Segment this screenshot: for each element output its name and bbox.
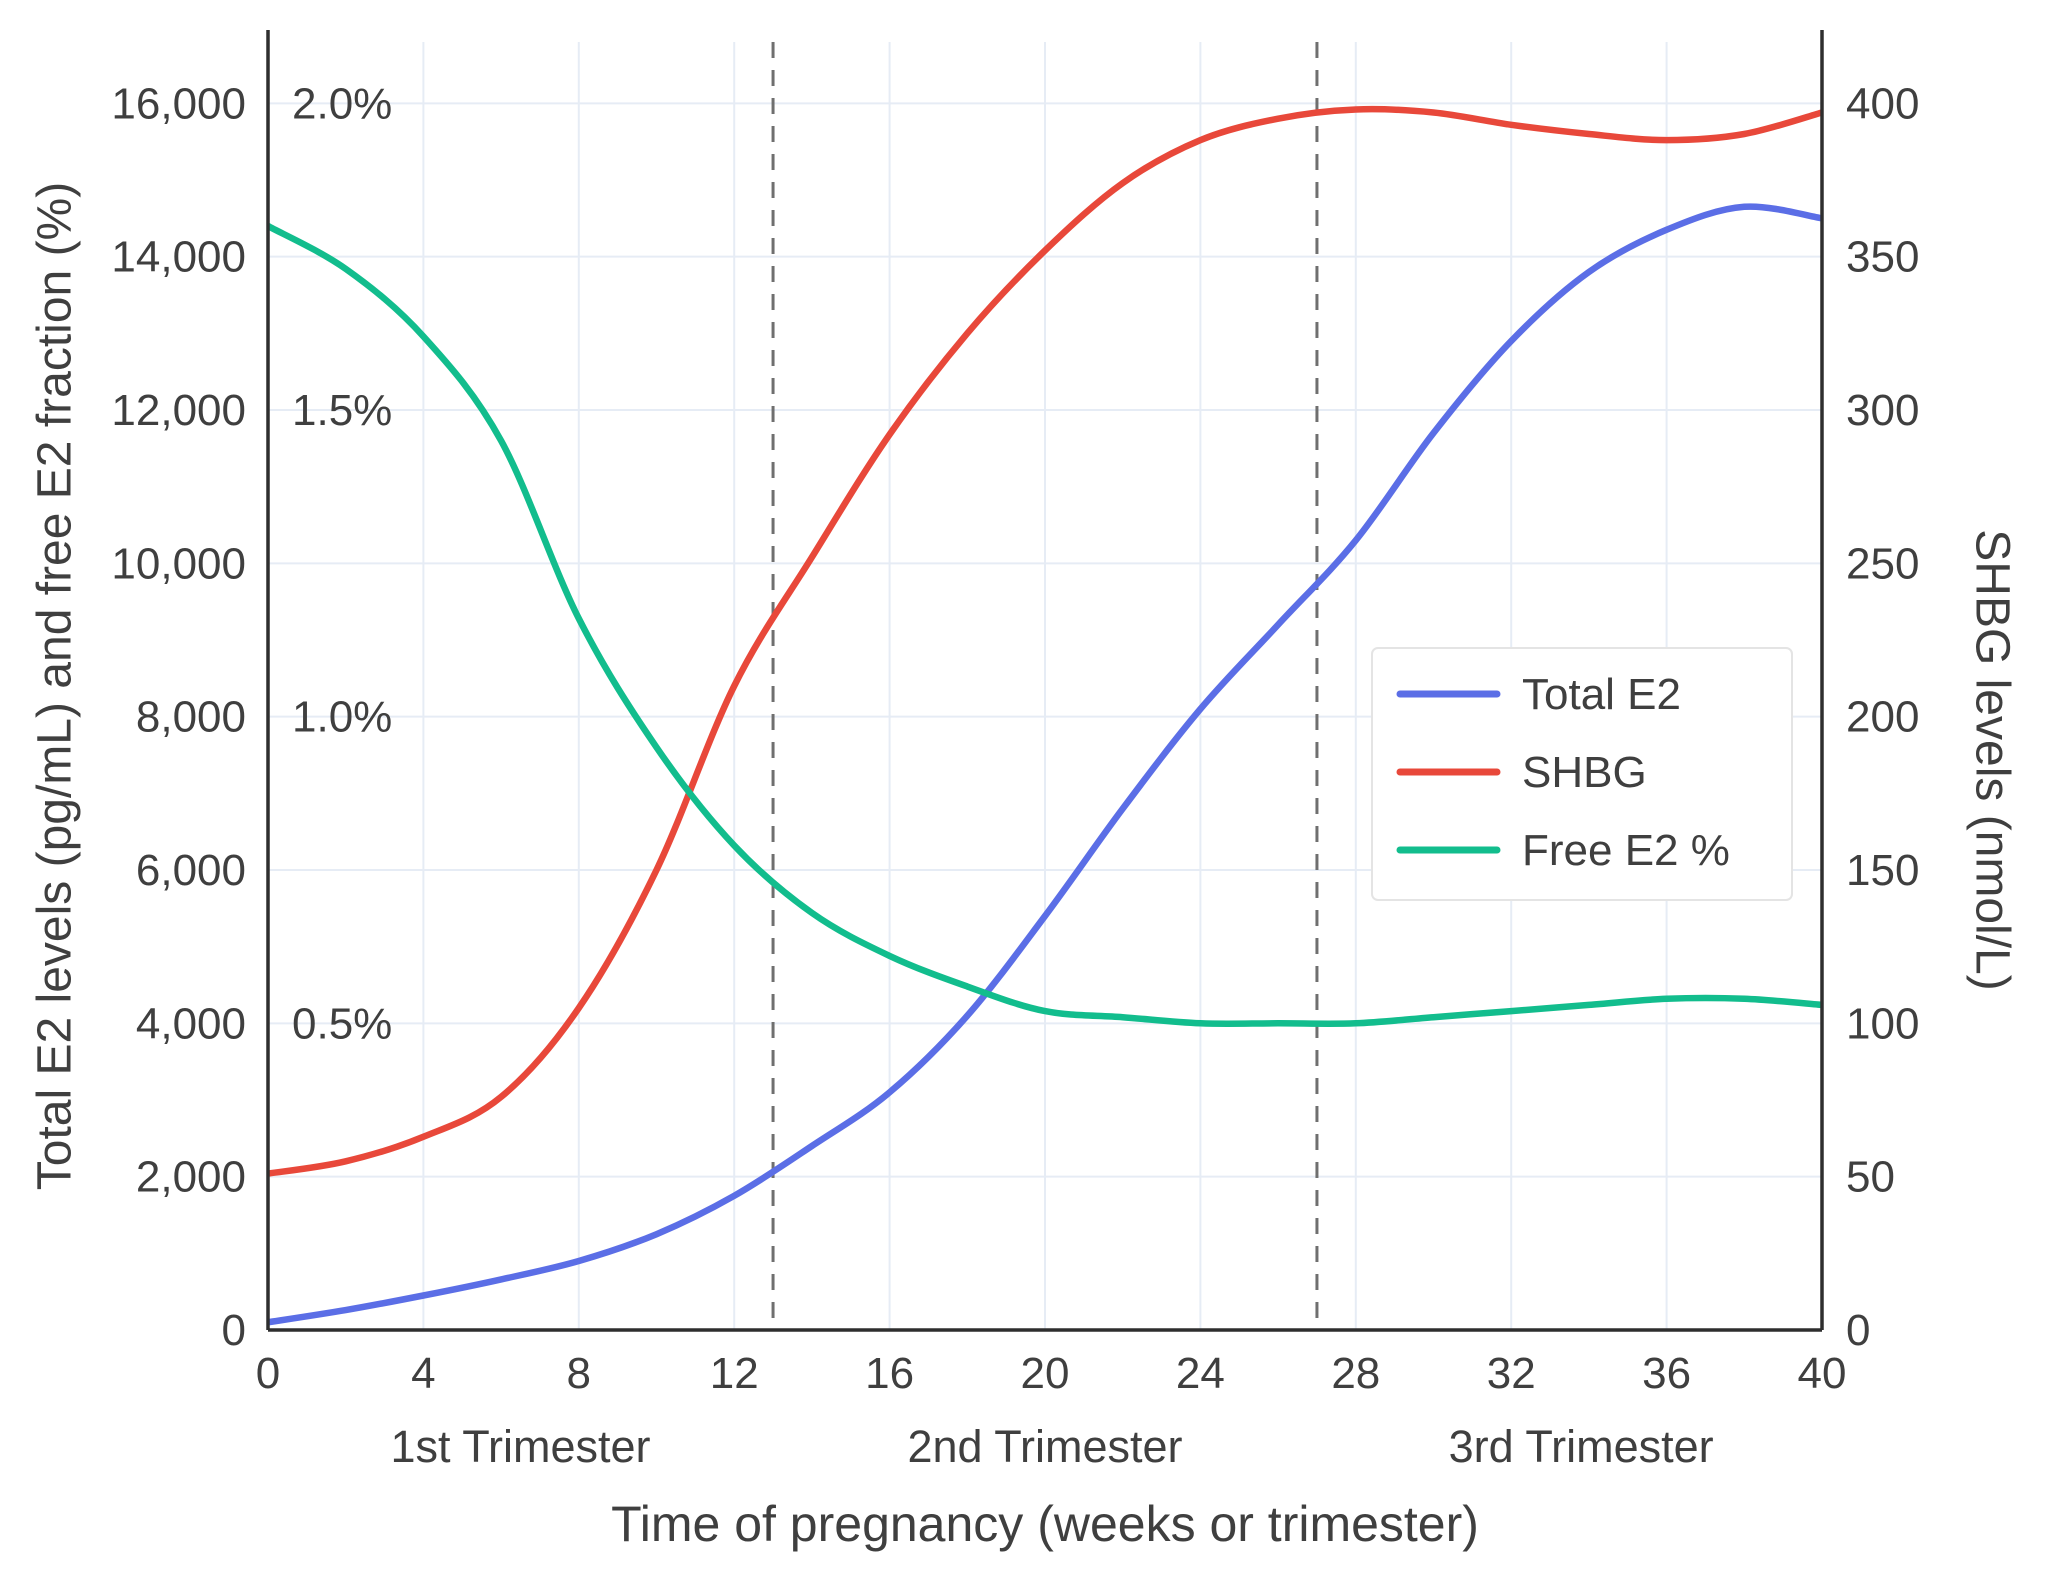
trimester-label: 1st Trimester <box>391 1421 651 1472</box>
legend-label: Total E2 <box>1522 670 1681 719</box>
legend-box <box>1371 647 1793 901</box>
legend-item-total-e2[interactable]: Total E2 <box>1396 670 1681 719</box>
x-tick-label: 12 <box>710 1349 759 1398</box>
x-tick-label: 36 <box>1642 1349 1691 1398</box>
y-left-tick-label: 14,000 <box>111 233 246 282</box>
y-left-tick-label: 6,000 <box>136 846 246 895</box>
y-right-tick-label: 50 <box>1846 1153 1895 1202</box>
series-line-total-e2 <box>268 203 1822 1326</box>
y-right-tick-label: 250 <box>1846 539 1919 588</box>
y-left-tick-label: 8,000 <box>136 693 246 742</box>
legend-label: Free E2 % <box>1522 826 1730 875</box>
legend-item-free-e2-[interactable]: Free E2 % <box>1396 826 1730 875</box>
y-right-tick-label: 350 <box>1846 233 1919 282</box>
y-left-tick-label: 2,000 <box>136 1153 246 1202</box>
legend-item-shbg[interactable]: SHBG <box>1396 748 1647 797</box>
y-right-tick-label: 300 <box>1846 386 1919 435</box>
percent-tick-label: 0.5% <box>292 999 392 1048</box>
x-tick-label: 40 <box>1798 1349 1847 1398</box>
trimester-label: 3rd Trimester <box>1449 1421 1714 1472</box>
y-left-tick-label: 4,000 <box>136 999 246 1048</box>
x-tick-label: 32 <box>1487 1349 1536 1398</box>
x-tick-label: 20 <box>1021 1349 1070 1398</box>
y-right-tick-label: 200 <box>1846 693 1919 742</box>
percent-tick-label: 1.5% <box>292 386 392 435</box>
x-tick-label: 0 <box>256 1349 280 1398</box>
y-right-tick-label: 100 <box>1846 999 1919 1048</box>
x-tick-label: 24 <box>1176 1349 1225 1398</box>
x-tick-label: 4 <box>411 1349 435 1398</box>
x-tick-label: 16 <box>865 1349 914 1398</box>
x-tick-label: 8 <box>567 1349 591 1398</box>
y-left-tick-label: 16,000 <box>111 79 246 128</box>
y-left-tick-label: 12,000 <box>111 386 246 435</box>
left-axis-title: Total E2 levels (pg/mL) and free E2 frac… <box>28 181 82 1191</box>
y-left-tick-label: 10,000 <box>111 539 246 588</box>
series-line-free-e2- <box>268 222 1822 1028</box>
series-line-shbg <box>268 105 1822 1177</box>
y-right-tick-label: 0 <box>1846 1306 1870 1355</box>
percent-tick-label: 2.0% <box>292 79 392 128</box>
y-left-tick-label: 0 <box>222 1306 246 1355</box>
x-axis-title: Time of pregnancy (weeks or trimester) <box>611 1496 1479 1552</box>
y-right-tick-label: 400 <box>1846 79 1919 128</box>
y-right-tick-label: 150 <box>1846 846 1919 895</box>
legend-label: SHBG <box>1522 748 1647 797</box>
right-axis-title: SHBG levels (nmol/L) <box>1965 529 2019 991</box>
trimester-label: 2nd Trimester <box>907 1421 1182 1472</box>
percent-tick-label: 1.0% <box>292 693 392 742</box>
x-tick-label: 28 <box>1331 1349 1380 1398</box>
legend: Total E2 SHBG Free E2 % <box>1371 647 1793 901</box>
